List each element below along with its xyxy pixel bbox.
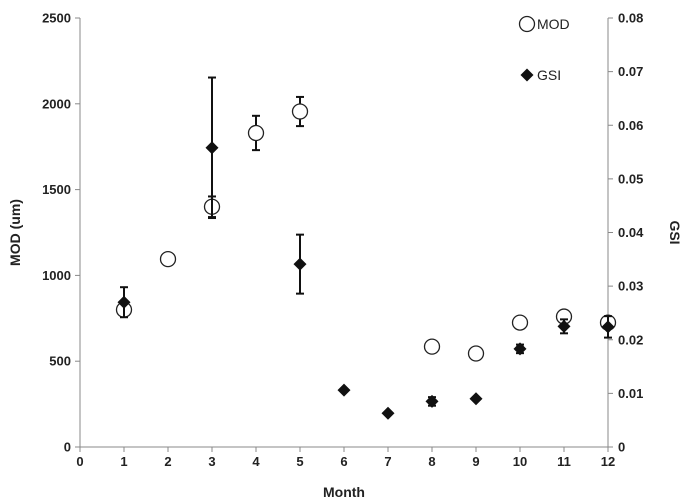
- data-point-mod: [159, 250, 177, 268]
- data-point-mod: [511, 314, 529, 331]
- y-right-axis-title: GSI: [667, 220, 682, 244]
- x-axis-title: Month: [323, 484, 365, 500]
- data-point-gsi: [337, 383, 351, 397]
- series-layer: [115, 76, 617, 420]
- y-left-tick-label: 500: [49, 354, 71, 369]
- y-right-tick-label: 0.02: [618, 332, 643, 347]
- x-tick-label: 8: [428, 454, 435, 469]
- legend: MOD GSI: [518, 15, 570, 83]
- x-tick-label: 4: [252, 454, 260, 469]
- data-point-gsi: [381, 406, 395, 420]
- y-left-axis-title: MOD (um): [7, 199, 23, 266]
- data-point-gsi: [425, 394, 439, 408]
- x-tick-label: 3: [208, 454, 215, 469]
- x-tick-label: 0: [76, 454, 83, 469]
- legend-mod-marker: [518, 15, 536, 33]
- y-right-tick-label: 0.07: [618, 64, 643, 79]
- y-left-tick-label: 2500: [42, 11, 71, 26]
- y-right-tick-label: 0.06: [618, 118, 643, 133]
- data-point-gsi: [557, 319, 571, 333]
- y-right-tick-label: 0.05: [618, 171, 643, 186]
- x-tick-label: 9: [472, 454, 479, 469]
- y-right-tick-label: 0.01: [618, 386, 643, 401]
- y-left-tick-label: 0: [64, 440, 71, 455]
- legend-mod-label: MOD: [537, 16, 570, 32]
- data-point-gsi: [601, 320, 615, 334]
- y-right-axis-ticks: 0 0.01 0.02 0.03 0.04 0.05 0.06 0.07 0.08: [608, 11, 644, 455]
- legend-gsi-label: GSI: [537, 67, 561, 83]
- series-mod: [115, 95, 617, 362]
- y-right-tick-label: 0.04: [618, 225, 644, 240]
- y-right-tick-label: 0.03: [618, 279, 643, 294]
- x-tick-label: 2: [164, 454, 171, 469]
- axes: [79, 18, 609, 448]
- data-point-mod: [467, 345, 485, 362]
- y-left-axis-ticks: 0 500 1000 1500 2000 2500: [42, 11, 80, 455]
- x-tick-label: 7: [384, 454, 391, 469]
- data-point-gsi: [513, 342, 527, 356]
- y-right-tick-label: 0: [618, 440, 625, 455]
- legend-gsi-marker: [520, 68, 534, 82]
- y-right-tick-label: 0.08: [618, 11, 643, 26]
- x-tick-label: 6: [340, 454, 347, 469]
- data-point-gsi: [205, 141, 219, 155]
- x-tick-label: 11: [557, 454, 571, 469]
- y-left-tick-label: 1000: [42, 268, 71, 283]
- y-left-tick-label: 1500: [42, 182, 71, 197]
- data-point-mod: [423, 338, 441, 355]
- data-point-gsi: [469, 392, 483, 406]
- data-point-mod: [247, 124, 265, 142]
- x-tick-label: 1: [120, 454, 127, 469]
- x-axis-ticks: 0 1 2 3 4 5 6 7 8 9 10 11 12: [76, 447, 615, 469]
- data-point-gsi: [293, 257, 307, 271]
- x-tick-label: 10: [513, 454, 527, 469]
- x-tick-label: 5: [296, 454, 303, 469]
- data-point-mod: [291, 103, 309, 120]
- y-left-tick-label: 2000: [42, 96, 71, 111]
- series-gsi: [117, 76, 615, 420]
- x-tick-label: 12: [601, 454, 615, 469]
- data-point-gsi: [117, 295, 131, 309]
